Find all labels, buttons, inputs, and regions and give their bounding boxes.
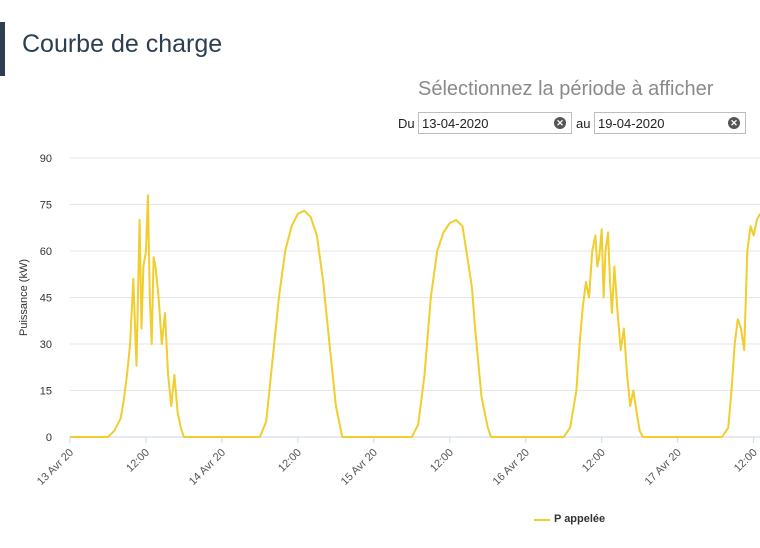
y-tick-label: 45 [40, 293, 52, 305]
y-axis-ticks: 0 15 30 45 60 75 90 [40, 153, 52, 444]
x-axis-ticks: 13 Avr 20 12:00 14 Avr 20 12:00 15 Avr 20 12:… [35, 437, 760, 488]
from-date-value: 13-04-2020 [422, 116, 489, 131]
to-date-value: 19-04-2020 [598, 116, 665, 131]
x-tick-label: 13 Avr 20 [35, 447, 76, 488]
x-tick-label: 17 Avr 20 [643, 447, 684, 488]
x-tick-label: 12:00 [124, 447, 152, 475]
y-axis-label: Puissance (kW) [18, 259, 30, 336]
x-tick-label: 16 Avr 20 [491, 447, 532, 488]
x-tick-label: 12:00 [732, 447, 760, 475]
series-line-p-appelee [70, 194, 760, 438]
x-tick-label: 12:00 [580, 447, 608, 475]
clear-icon[interactable]: ✕ [554, 117, 566, 129]
x-tick-label: 12:00 [276, 447, 304, 475]
clear-icon[interactable]: ✕ [728, 117, 740, 129]
y-tick-label: 60 [40, 246, 52, 258]
to-label: au [576, 116, 591, 131]
from-label: Du [398, 116, 415, 131]
from-date-input[interactable]: 13-04-2020 ✕ [418, 112, 572, 134]
y-tick-label: 90 [40, 153, 52, 165]
legend-label: P appelée [554, 513, 606, 525]
title-accent-bar [0, 22, 5, 76]
grid-lines [70, 157, 760, 438]
period-heading: Sélectionnez la période à afficher [418, 78, 714, 100]
y-tick-label: 0 [46, 432, 52, 444]
x-tick-label: 15 Avr 20 [339, 447, 380, 488]
y-tick-label: 30 [40, 339, 52, 351]
page-title: Courbe de charge [22, 30, 223, 58]
x-tick-label: 14 Avr 20 [187, 447, 228, 488]
y-tick-label: 75 [40, 200, 52, 212]
y-tick-label: 15 [40, 386, 52, 398]
legend-line-swatch [534, 519, 550, 521]
x-tick-label: 12:00 [428, 447, 456, 475]
to-date-input[interactable]: 19-04-2020 ✕ [594, 112, 746, 134]
load-curve-chart: 0 15 30 45 60 75 90 13 Avr 20 12:00 14 Avr 20 12:… [18, 153, 760, 488]
